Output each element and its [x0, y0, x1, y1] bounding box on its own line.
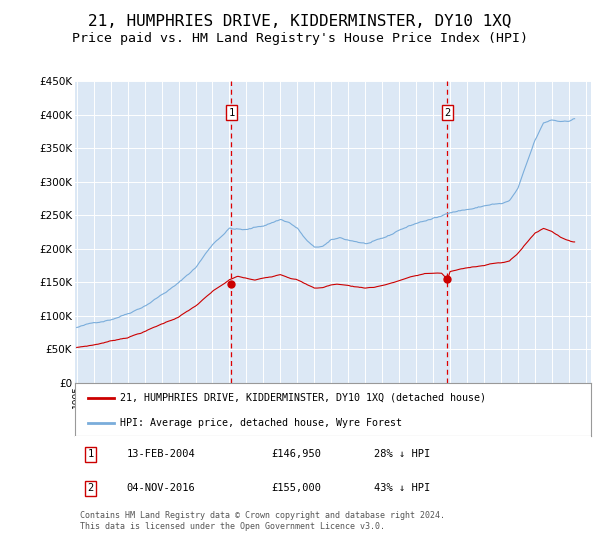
Text: 21, HUMPHRIES DRIVE, KIDDERMINSTER, DY10 1XQ (detached house): 21, HUMPHRIES DRIVE, KIDDERMINSTER, DY10… — [121, 393, 487, 403]
Text: 04-NOV-2016: 04-NOV-2016 — [127, 483, 196, 493]
Text: Contains HM Land Registry data © Crown copyright and database right 2024.
This d: Contains HM Land Registry data © Crown c… — [80, 511, 445, 531]
Text: 43% ↓ HPI: 43% ↓ HPI — [374, 483, 431, 493]
Text: Price paid vs. HM Land Registry's House Price Index (HPI): Price paid vs. HM Land Registry's House … — [72, 32, 528, 45]
Text: HPI: Average price, detached house, Wyre Forest: HPI: Average price, detached house, Wyre… — [121, 418, 403, 428]
Text: £146,950: £146,950 — [271, 450, 321, 460]
Text: 28% ↓ HPI: 28% ↓ HPI — [374, 450, 431, 460]
Text: 1: 1 — [229, 108, 235, 118]
Text: 13-FEB-2004: 13-FEB-2004 — [127, 450, 196, 460]
Text: 21, HUMPHRIES DRIVE, KIDDERMINSTER, DY10 1XQ: 21, HUMPHRIES DRIVE, KIDDERMINSTER, DY10… — [88, 14, 512, 29]
Text: 1: 1 — [88, 450, 94, 460]
Text: 2: 2 — [444, 108, 451, 118]
Text: 2: 2 — [88, 483, 94, 493]
Text: £155,000: £155,000 — [271, 483, 321, 493]
